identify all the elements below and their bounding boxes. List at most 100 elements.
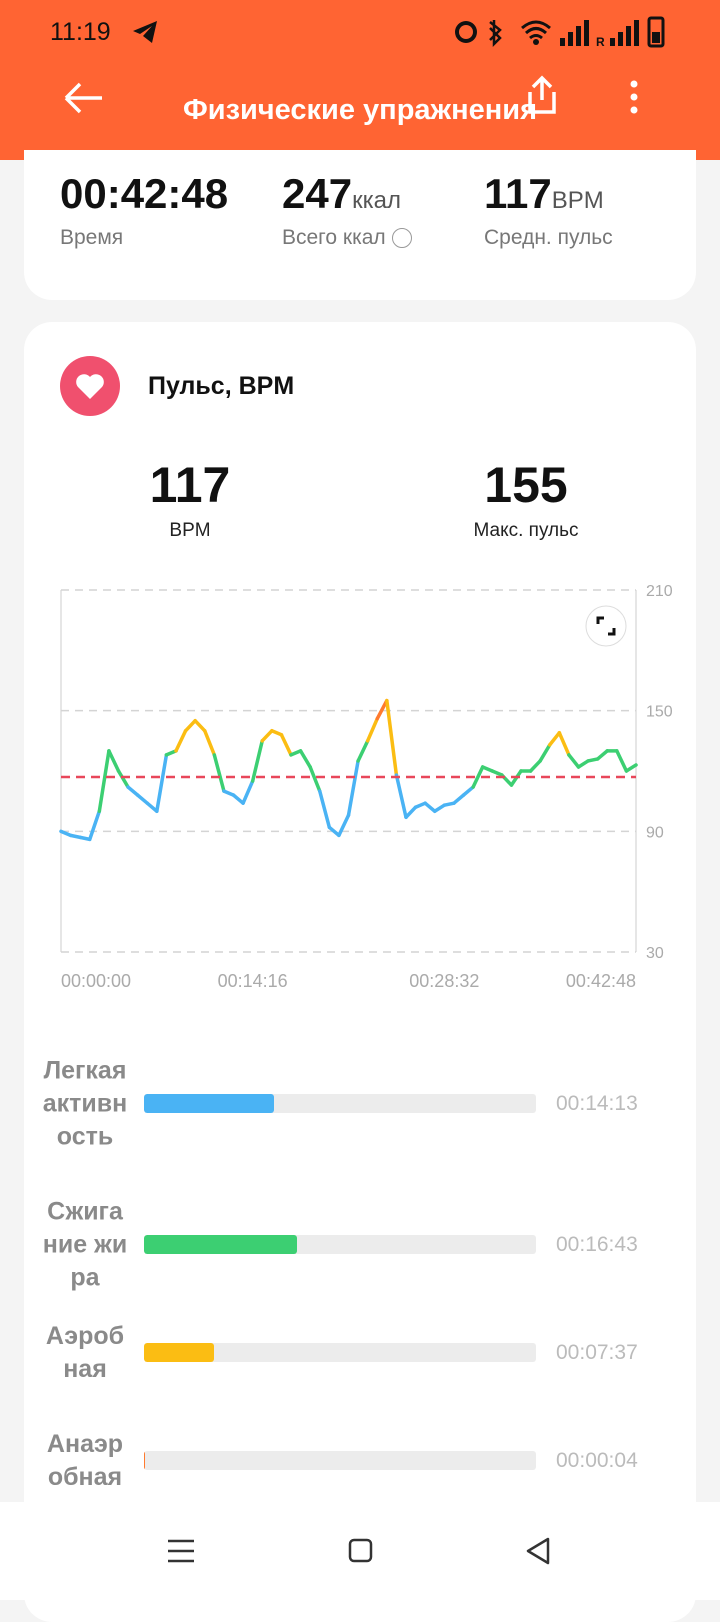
heart-rate-segment <box>107 749 121 773</box>
zone-name: Легкая активность <box>42 1056 128 1151</box>
summary-label: Время <box>60 226 123 250</box>
heart-rate-segment <box>538 743 552 763</box>
svg-text:R: R <box>596 35 605 49</box>
zone-track <box>144 1235 536 1254</box>
heart-rate-segment <box>385 698 399 777</box>
zone-duration: 00:16:43 <box>556 1233 638 1256</box>
zone-duration: 00:07:37 <box>556 1341 638 1364</box>
zone-duration: 00:00:04 <box>556 1449 638 1472</box>
heart-rate-segment <box>279 733 293 757</box>
heart-icon <box>60 356 120 416</box>
heart-rate-segment <box>135 793 149 805</box>
heart-rate-segment <box>471 765 485 789</box>
heart-rate-segment <box>615 749 629 773</box>
label: Средн. пульс <box>484 226 613 249</box>
heart-rate-segment <box>356 739 370 763</box>
heart-rate-segment <box>193 718 207 733</box>
info-icon[interactable] <box>391 228 412 249</box>
heart-rate-segment <box>433 803 447 813</box>
y-tick-label: 210 <box>646 583 673 600</box>
unit: BPM <box>551 187 604 214</box>
label: Всего ккал <box>282 226 386 249</box>
zone-bar <box>144 1094 275 1113</box>
nav-home[interactable] <box>348 1538 374 1564</box>
nav-menu[interactable] <box>166 1538 196 1564</box>
unit: ккал <box>352 187 401 214</box>
telegram-icon <box>133 21 157 43</box>
heart-rate-segment <box>394 773 408 820</box>
heart-rate-segment <box>203 729 217 757</box>
x-tick-label: 00:42:48 <box>566 971 636 991</box>
menu-button[interactable] <box>624 78 644 118</box>
heart-rate-segment <box>298 749 312 769</box>
heart-rate-segment <box>567 753 581 769</box>
zone-track <box>144 1094 536 1113</box>
heart-card <box>24 322 696 1622</box>
status-time: 11:19 <box>50 18 111 46</box>
zone-bar <box>144 1343 214 1362</box>
heart-rate-segment <box>375 698 389 721</box>
zone-bar <box>144 1451 145 1470</box>
x-tick-label: 00:14:16 <box>218 971 288 991</box>
stat-label: BPM <box>169 520 211 541</box>
summary-label: Средн. пульс <box>484 226 613 250</box>
heart-rate-segment <box>250 739 264 783</box>
heart-rate-segment <box>116 769 130 789</box>
heart-rate-segment <box>145 801 159 813</box>
expand-button[interactable] <box>584 604 628 648</box>
heart-rate-segment <box>528 759 542 773</box>
heart-rate-segment <box>88 809 102 842</box>
status-icons: R <box>455 16 665 49</box>
summary-value: 117BPM <box>484 170 604 218</box>
zone-bar <box>144 1235 298 1254</box>
heart-rate-segment <box>308 765 322 793</box>
heart-rate-segment <box>365 716 379 743</box>
y-tick-label: 150 <box>646 704 673 721</box>
heart-rate-segment <box>231 793 245 805</box>
stat-label: Макс. пульс <box>473 520 579 541</box>
heart-rate-segment <box>576 759 590 769</box>
share-button[interactable] <box>522 74 562 116</box>
stat-value: 155 <box>484 457 568 513</box>
x-tick-label: 00:28:32 <box>409 971 479 991</box>
zone-name: Анаэробная <box>46 1430 124 1491</box>
heart-rate-segment <box>260 729 274 743</box>
heart-rate-segment <box>337 813 351 838</box>
header-title: Физические упражнения <box>182 94 538 126</box>
y-tick-label: 90 <box>646 824 664 841</box>
x-tick-label: 00:00:00 <box>61 971 131 991</box>
heart-rate-segment <box>155 753 169 813</box>
value: 117 <box>484 170 552 217</box>
label: Время <box>60 226 124 249</box>
heart-rate-segment <box>557 731 571 757</box>
heart-rate-segment <box>404 805 418 820</box>
heart-rate-segment <box>174 729 188 753</box>
zone-track <box>144 1451 536 1470</box>
heart-rate-segment <box>212 753 226 793</box>
zone-name: Аэробная <box>45 1322 125 1383</box>
zone-duration: 00:14:13 <box>556 1092 638 1115</box>
summary-value: 247ккал <box>282 170 401 218</box>
back-button[interactable] <box>60 78 106 118</box>
heart-chart: 30 90 150 210 00:00:00 00:14:16 00:28:32 00:42:… <box>59 583 673 991</box>
app-header: 11:19 R Физические упражнения <box>0 0 720 160</box>
value: 00:42:48 <box>60 170 229 217</box>
heart-rate-segment <box>126 785 140 797</box>
summary-label: Всего ккал <box>282 226 412 250</box>
summary-card <box>24 150 696 300</box>
heart-rate-segment <box>624 763 638 773</box>
heart-rate-segment <box>595 749 609 761</box>
heart-rate-segment <box>461 785 475 797</box>
nav-back[interactable] <box>524 1536 552 1566</box>
heart-rate-segment <box>548 731 562 747</box>
heart-rate-segment <box>318 789 332 830</box>
y-tick-label: 30 <box>646 945 664 962</box>
zone-name: Сжигание жира <box>42 1197 128 1292</box>
heart-rate-segment <box>183 718 197 733</box>
heart-rate-segment <box>452 793 466 805</box>
heart-title: Пульс, BPM <box>148 372 295 400</box>
heart-rate-segment <box>423 801 437 813</box>
heart-rate-segment <box>327 825 341 838</box>
value: 247 <box>282 170 353 217</box>
